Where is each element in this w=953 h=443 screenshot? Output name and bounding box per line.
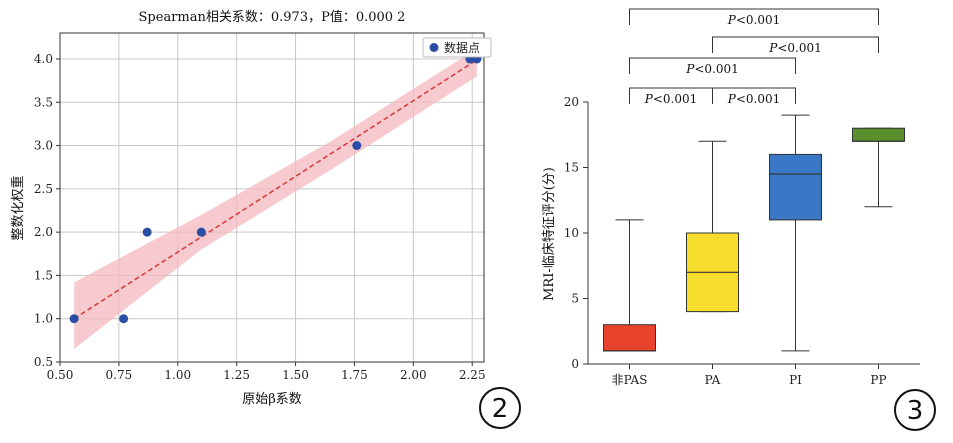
data-point [352,141,362,151]
badge-number: 3 [907,396,924,426]
x-tick-label: 1.50 [282,368,309,382]
x-tick-label: 2.00 [400,368,427,382]
legend: 数据点 [422,37,492,58]
p-value-label: P<0.001 [727,92,781,106]
p-value-label: P<0.001 [727,13,781,27]
box-2 [769,114,822,352]
x-tick-label: 1.25 [223,368,250,382]
y-tick-labels: 0 5 10 15 20 [564,95,588,371]
label-backdrop [682,61,742,77]
boxes [603,114,905,352]
x-tick-label: 非PAS [612,373,648,387]
significance-brackets: P<0.001 P<0.001 P<0.001 P<0.001 P<0.001 [629,8,879,107]
x-tick-label: 0.75 [106,368,133,382]
box-1 [686,140,739,313]
x-tick-label: PA [705,373,721,387]
box-chart: P<0.001 P<0.001 P<0.001 P<0.001 P<0.001 0 5 10… [542,8,936,431]
iqr-box [603,324,656,352]
x-tick-label: 0.50 [47,368,74,382]
iqr-box [852,127,905,142]
y-tick-label: 2.5 [34,182,53,196]
y-tick-label: 4.0 [34,52,53,66]
significance-bracket: P<0.001 [629,8,879,28]
significance-bracket: P<0.001 [629,57,796,77]
bracket-line [712,87,796,104]
badge-circle-icon [894,389,936,431]
label-backdrop [765,40,825,56]
y-tick-label: 2.0 [34,225,53,239]
x-tick-labels: 0.50 0.75 1.00 1.25 1.50 1.75 2.00 2.25 [47,362,486,382]
y-tick-label: 10 [564,226,579,240]
box-0 [603,219,656,352]
significance-bracket: P<0.001 [712,87,796,107]
y-axis-label: 整数化权重 [10,175,26,240]
p-value-label: P<0.001 [768,41,822,55]
y-tick-label: 1.0 [34,312,53,326]
y-tick-label: 5 [571,292,579,306]
y-tick-label: 0 [571,357,579,371]
badge-3: 3 [894,389,936,431]
x-tick-label: 2.25 [459,368,486,382]
y-tick-label: 3.5 [34,95,53,109]
iqr-box [769,153,822,221]
p-value-label: P<0.001 [685,62,739,76]
y-tick-label: 1.5 [34,268,53,282]
label-backdrop [723,12,784,28]
badge-number: 2 [492,394,509,424]
legend-marker-icon [429,43,439,52]
x-tick-labels: 非PAS PA PI PP [612,364,887,387]
y-tick-labels: 0.5 1.0 1.5 2.0 2.5 3.0 3.5 4.0 [34,52,60,369]
badge-circle-icon [479,387,521,429]
confidence-band [74,48,477,350]
bracket-line [712,36,879,53]
legend-label: 数据点 [444,40,480,55]
x-tick-label: 1.00 [164,368,191,382]
y-tick-label: 3.0 [34,139,53,153]
p-value-label: P<0.001 [644,92,698,106]
x-tick-label: PI [789,373,802,387]
x-axis-label: 原始β系数 [242,392,302,407]
label-backdrop [723,91,784,107]
data-point [142,227,152,237]
box-3 [852,127,905,208]
bracket-line [629,8,879,25]
significance-bracket: P<0.001 [629,87,713,107]
legend-box [422,37,492,58]
data-point [69,314,79,324]
data-point [196,227,206,237]
x-tick-label: 1.75 [341,368,368,382]
scatter-chart: Spearman相关系数：0.973，P值：0.000 2 0.50 0.75 1.… [10,9,521,429]
x-tick-label: PP [870,373,886,387]
y-tick-label: 0.5 [34,355,53,369]
badge-2: 2 [479,387,521,429]
y-axis-label: MRI-临床特征评分(分) [542,167,557,301]
data-point [119,314,129,324]
label-backdrop [640,91,701,107]
y-tick-label: 15 [564,161,579,175]
y-tick-label: 20 [564,95,579,109]
plot-frame [59,32,485,363]
significance-bracket: P<0.001 [712,36,879,56]
bracket-line [629,57,796,74]
chart-title: Spearman相关系数：0.973，P值：0.000 2 [139,9,406,25]
